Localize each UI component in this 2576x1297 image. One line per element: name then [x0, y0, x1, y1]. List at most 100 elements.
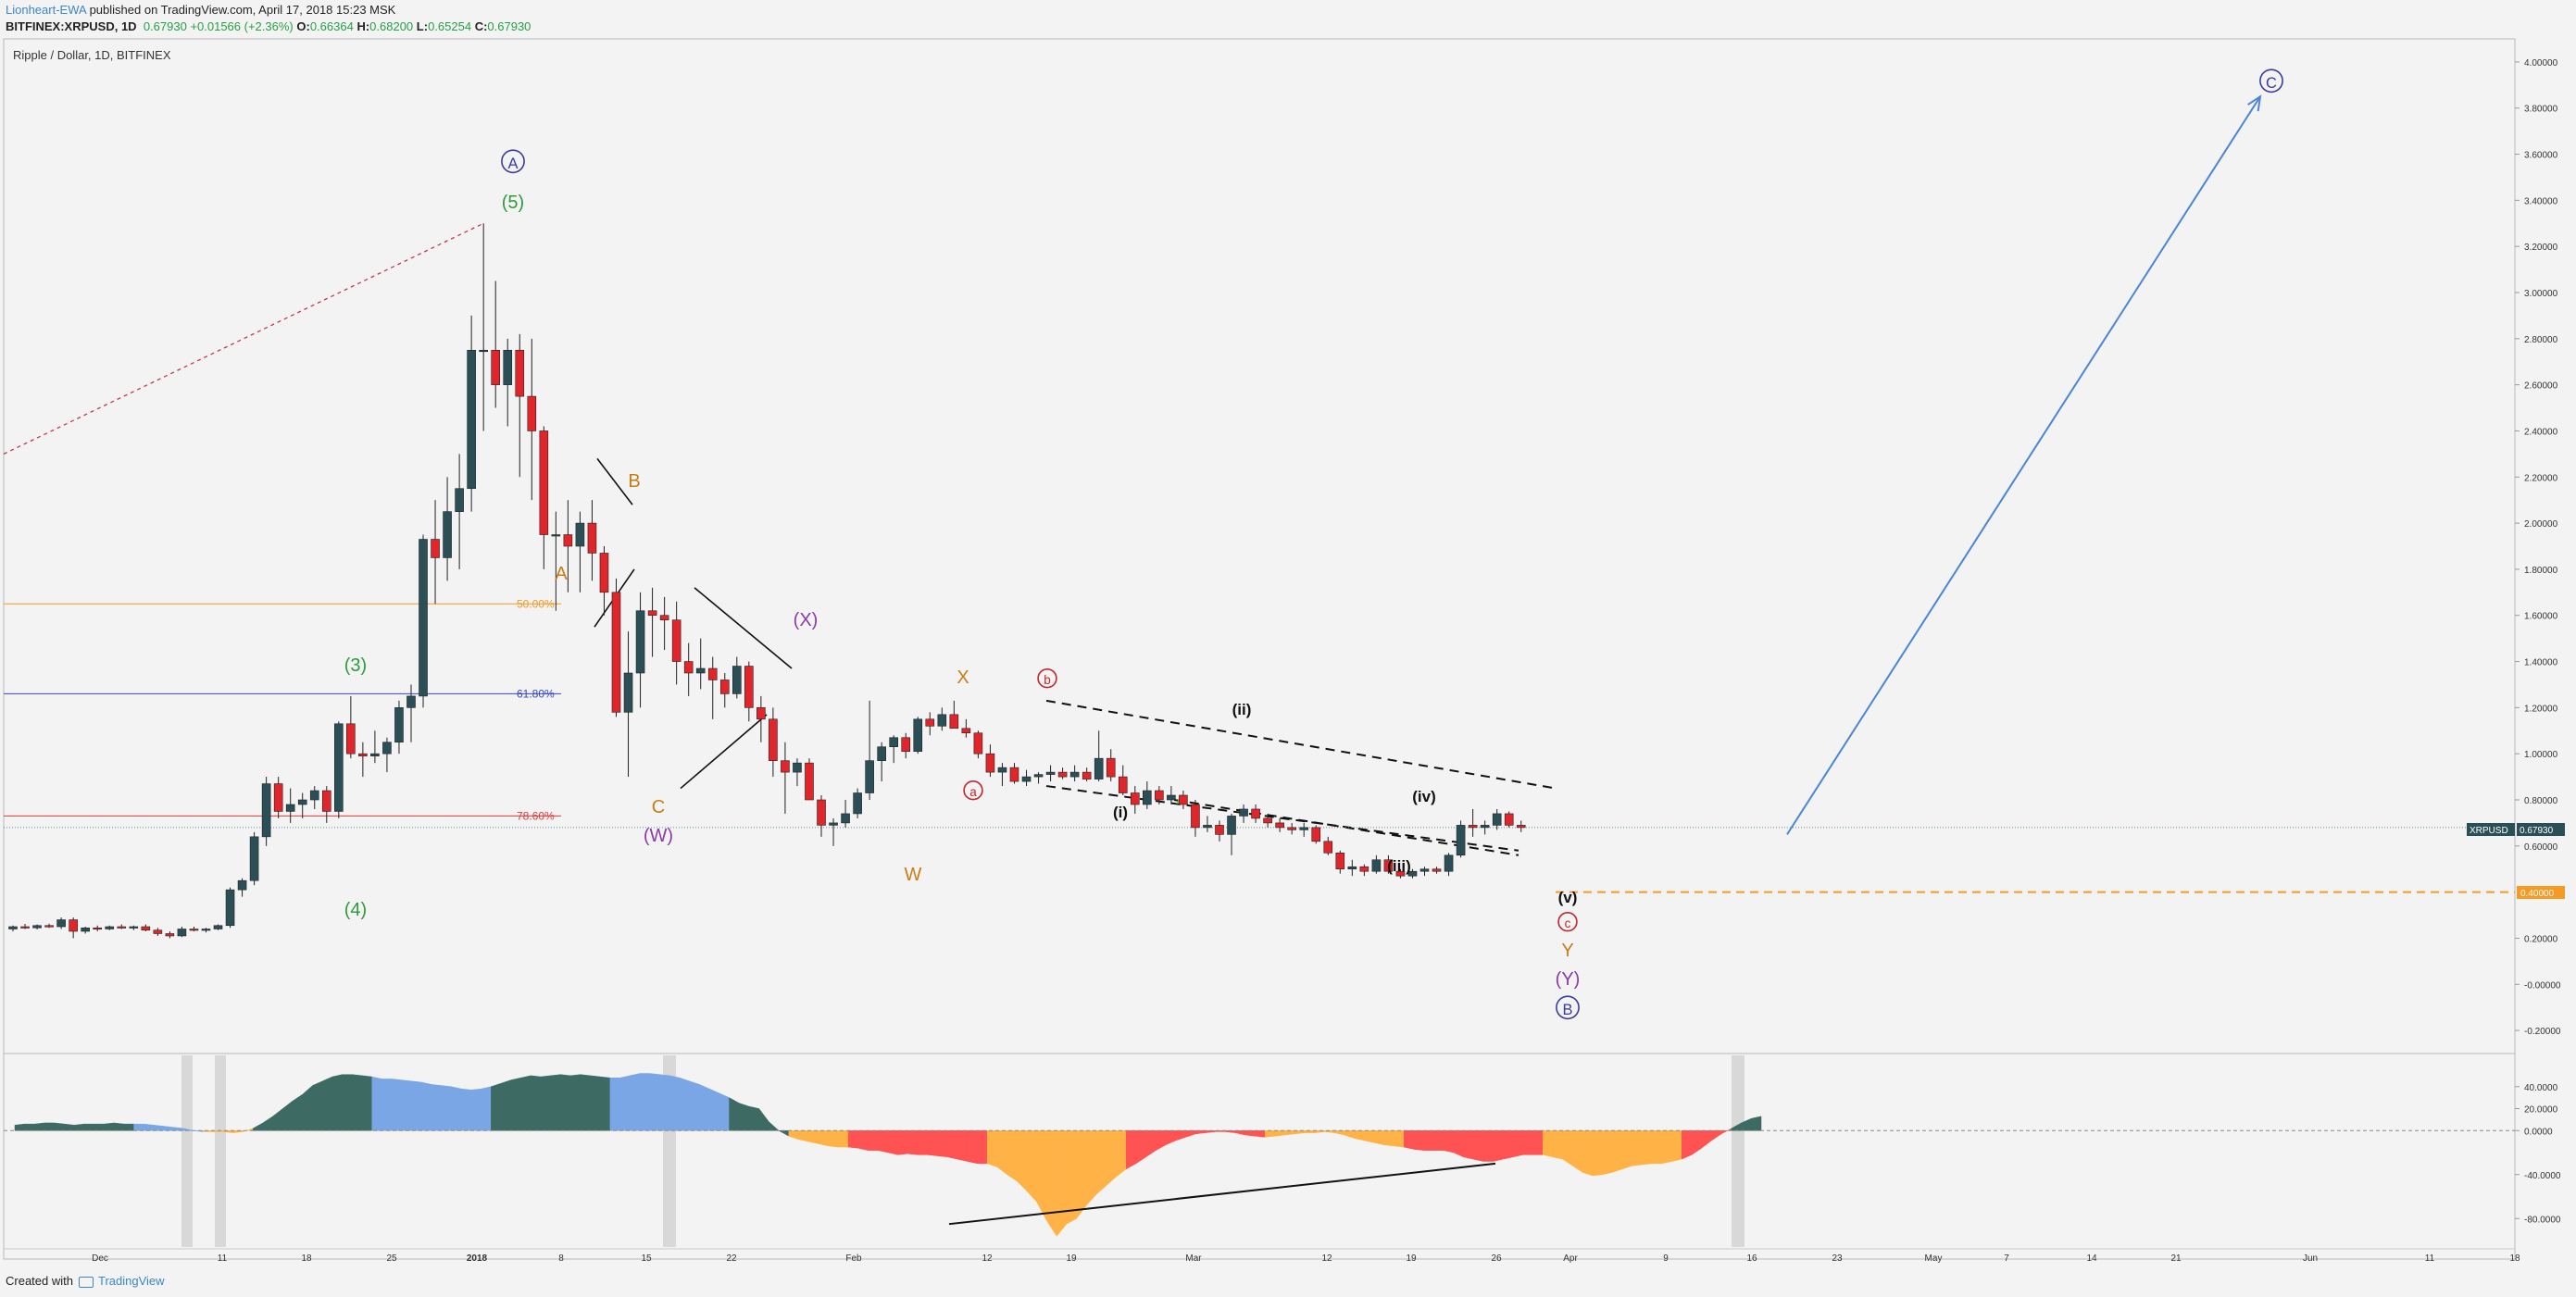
osc-tick-label: 20.0000 — [2524, 1105, 2558, 1116]
author-link[interactable]: Lionheart-EWA — [6, 3, 86, 17]
fib-label: 78.60% — [517, 809, 555, 822]
oscillator-area — [580, 1074, 591, 1131]
oscillator-event-bar — [215, 1055, 226, 1247]
candle-body — [1033, 774, 1044, 778]
oscillator-area — [1046, 1130, 1057, 1238]
candle-body — [949, 714, 959, 730]
price-tick-label: 2.20000 — [2524, 473, 2558, 483]
candle-body — [1299, 827, 1309, 830]
oscillator-area — [947, 1130, 958, 1160]
oscillator-area — [1294, 1130, 1306, 1135]
candle-body — [853, 792, 862, 815]
open-value: 0.66364 — [309, 19, 354, 33]
oscillator-area — [1274, 1130, 1285, 1137]
tradingview-link[interactable]: TradingView — [98, 1274, 165, 1288]
oscillator-area — [252, 1122, 264, 1131]
oscillator-area — [1394, 1130, 1405, 1148]
oscillator-area — [113, 1122, 125, 1131]
wave-label: a — [969, 785, 977, 799]
open-label: O: — [296, 19, 310, 33]
footer: Created with TradingView — [6, 1274, 165, 1288]
oscillator-area — [1165, 1130, 1177, 1146]
publish-line: Lionheart-EWA published on TradingView.c… — [6, 3, 395, 17]
oscillator-area — [352, 1074, 363, 1131]
oscillator-area — [847, 1130, 859, 1149]
oscillator-area — [1076, 1130, 1087, 1219]
candle-body — [515, 349, 525, 397]
price-tick-label: 1.60000 — [2524, 612, 2558, 622]
candle-body — [1395, 870, 1406, 877]
candle-body — [973, 732, 983, 755]
support-price-tag: 0.40000 — [2517, 886, 2565, 899]
oscillator-area — [599, 1076, 611, 1131]
candle-body — [659, 615, 669, 621]
oscillator-area — [1264, 1130, 1276, 1138]
oscillator-area — [133, 1123, 144, 1131]
candle-body — [20, 926, 30, 929]
candle-body — [1021, 776, 1032, 782]
symbol-name: BITFINEX:XRPUSD, 1D — [6, 19, 137, 33]
oscillator-area — [878, 1130, 889, 1154]
projection-arrow-line — [1786, 95, 2261, 835]
oscillator-area — [491, 1082, 502, 1131]
candle-body — [1069, 771, 1080, 778]
oscillator-area — [1632, 1130, 1643, 1166]
oscillator-area — [371, 1076, 382, 1131]
time-tick-label: 8 — [558, 1253, 564, 1264]
oscillator-area — [1284, 1130, 1295, 1136]
oscillator-area — [1661, 1130, 1672, 1165]
oscillator-area — [94, 1123, 105, 1131]
oscillator-area — [1642, 1130, 1653, 1166]
candle-body — [683, 661, 694, 674]
change-value: +0.01566 (+2.36%) — [190, 19, 294, 33]
candle-body — [1347, 866, 1357, 870]
candle-body — [841, 813, 850, 824]
oscillator-area — [1482, 1130, 1494, 1162]
price-tick-label: 0.80000 — [2524, 796, 2558, 806]
candle-body — [889, 737, 898, 748]
candle-body — [1492, 813, 1502, 826]
wave-label: (W) — [644, 826, 673, 846]
oscillator-area — [897, 1130, 908, 1155]
wave-label: A — [555, 564, 568, 584]
oscillator-area — [163, 1126, 174, 1131]
price-tick-label: 2.40000 — [2524, 427, 2558, 437]
time-tick-label: 12 — [1321, 1253, 1332, 1264]
oscillator-area — [262, 1116, 273, 1131]
oscillator-area — [798, 1130, 809, 1142]
triangle-x-upper — [694, 587, 793, 669]
wave-label-circle — [1557, 911, 1578, 932]
last-price-value: 0.67930 — [2520, 826, 2554, 836]
time-tick-label: 12 — [982, 1253, 993, 1264]
price-tick-label: -0.20000 — [2524, 1027, 2561, 1037]
oscillator-area — [739, 1103, 750, 1131]
oscillator-area — [282, 1100, 294, 1131]
time-tick-label: Dec — [92, 1253, 108, 1264]
osc-tick-label: -40.0000 — [2524, 1171, 2561, 1181]
oscillator-area — [1711, 1130, 1722, 1141]
oscillator-area — [927, 1130, 938, 1156]
candle-body — [1323, 841, 1333, 854]
candle-body — [1480, 825, 1490, 829]
candle-body — [1239, 808, 1248, 817]
close-label: C: — [474, 19, 488, 33]
candle-body — [611, 592, 621, 713]
time-tick-label: 21 — [2170, 1253, 2182, 1264]
oscillator-area — [1175, 1130, 1186, 1141]
oscillator-area — [560, 1074, 571, 1131]
candle-body — [1419, 868, 1430, 872]
time-tick-label: 7 — [2004, 1253, 2009, 1264]
oscillator-area — [1354, 1130, 1365, 1141]
wave-label-circle — [501, 149, 525, 174]
oscillator-area — [1194, 1130, 1207, 1135]
candle-body — [865, 760, 874, 793]
oscillator-area — [619, 1075, 631, 1131]
time-tick-label: 18 — [301, 1253, 312, 1264]
oscillator-area — [481, 1086, 492, 1131]
time-tick-label: 16 — [1746, 1253, 1757, 1264]
osc-tick-label: -80.0000 — [2524, 1215, 2561, 1225]
oscillator-event-bar — [181, 1055, 193, 1247]
candle-body — [1359, 866, 1369, 872]
candle-body — [1179, 794, 1188, 805]
